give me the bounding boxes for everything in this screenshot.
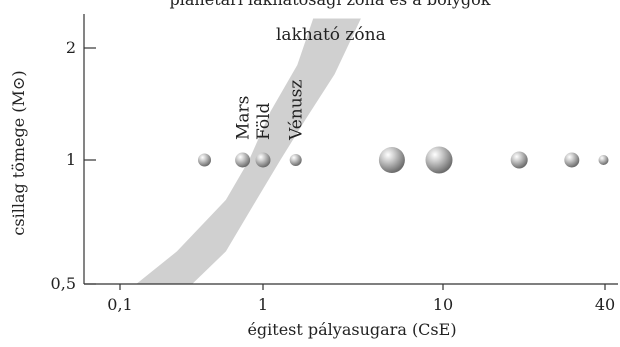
x-axis-label: égitest pályasugara (CsE) (247, 320, 456, 339)
habitable-zone-label: lakható zóna (276, 25, 386, 45)
y-tick-label: 2 (66, 38, 76, 57)
y-ticks: 0,5 1 2 (51, 38, 96, 293)
planet-label: Vénusz (287, 80, 307, 141)
planet-label: Föld (254, 102, 274, 140)
planet-point (425, 146, 453, 174)
planet-label: Mars (234, 96, 254, 140)
planets-group (198, 146, 609, 174)
planet-point (289, 154, 302, 166)
planet-point (564, 152, 580, 168)
habitable-zone-band (136, 18, 361, 284)
y-axis-label: csillag tömege (M⊙) (9, 70, 28, 235)
x-ticks: 0,1 1 10 40 (107, 284, 615, 314)
planet-labels-group: Mars Föld Vénusz (234, 80, 307, 141)
x-tick-label: 40 (595, 295, 615, 314)
y-tick-label: 0,5 (51, 274, 76, 293)
planet-point (598, 155, 609, 165)
chart-title-fragment: planetári lakhatósági zóna és a bolygók (170, 0, 491, 9)
planet-point (198, 153, 211, 167)
x-tick-label: 1 (258, 295, 268, 314)
planet-point (378, 147, 405, 173)
planet-point (235, 152, 251, 168)
x-tick-label: 10 (433, 295, 453, 314)
y-tick-label: 1 (66, 150, 76, 169)
planet-point (255, 152, 271, 168)
x-tick-label: 0,1 (107, 295, 132, 314)
planet-point (510, 151, 528, 169)
